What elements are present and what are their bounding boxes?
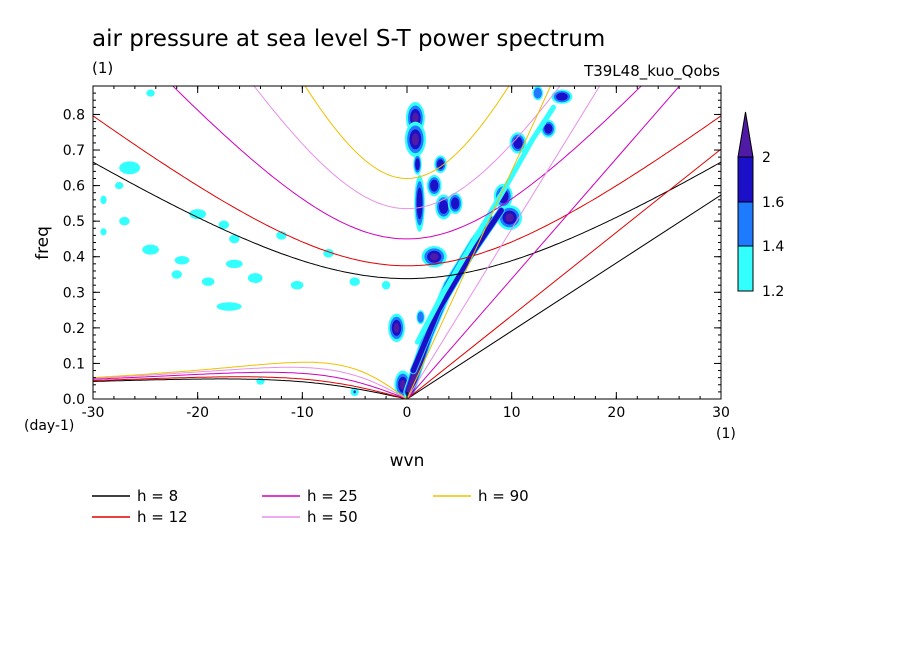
colorbar-band	[737, 156, 754, 203]
rossby-curve	[93, 376, 408, 399]
kelvin-curve	[406, 86, 681, 399]
contour-blob	[229, 234, 240, 244]
gravity-curve	[253, 86, 561, 210]
contour-blob	[438, 199, 449, 214]
legend: h = 8 h = 12 h = 25 h = 50 h = 90	[92, 487, 529, 526]
contour-blob	[189, 209, 207, 220]
contour-blob	[544, 123, 553, 134]
x-tick-label: 0	[403, 405, 412, 421]
contour-blob	[247, 273, 263, 284]
contour-blob	[119, 216, 130, 226]
gravity-curve	[93, 161, 721, 280]
contour-blob	[436, 159, 445, 170]
y-tick-label: 0.8	[63, 107, 85, 123]
rossby-curve	[93, 378, 408, 399]
legend-label: h = 90	[478, 487, 529, 505]
y-tick-label: 0.6	[63, 179, 85, 195]
contour-blob	[393, 323, 400, 333]
contour-blob	[142, 244, 159, 255]
contour-blob	[290, 280, 304, 290]
x-tick-label: -30	[82, 405, 105, 421]
contour-blob	[174, 256, 190, 265]
x-tick-label: 10	[503, 405, 521, 421]
contour-blob	[411, 133, 419, 146]
contour-blob	[216, 302, 242, 311]
gravity-curve	[172, 86, 642, 240]
y-tick-label: 0.7	[63, 143, 85, 159]
y-axis-label: freq	[33, 226, 53, 260]
x-tick-label: -10	[291, 405, 314, 421]
contour-blob	[429, 253, 439, 261]
contour-blob	[505, 213, 514, 222]
kelvin-curve	[406, 86, 552, 399]
colorbar-label: 1.2	[762, 284, 784, 300]
contour-blob	[412, 112, 419, 124]
contour-blob	[119, 161, 141, 175]
contour-blob	[353, 390, 356, 393]
y-tick-label: 0.4	[63, 250, 85, 266]
x-tick-label: -20	[186, 405, 209, 421]
contour-ridge	[410, 207, 504, 374]
rossby-curve	[93, 366, 408, 399]
kelvin-curve	[406, 86, 601, 399]
colorbar-arrow	[737, 111, 754, 158]
contour-blob	[399, 379, 406, 390]
colorbar-label: 1.6	[762, 195, 784, 211]
y-tick-label: 0.1	[63, 356, 85, 372]
contour-blob	[201, 277, 215, 286]
contour-blob	[430, 179, 439, 192]
legend-label: h = 12	[137, 508, 188, 526]
legend-label: h = 50	[307, 508, 358, 526]
contour-blob	[533, 87, 542, 99]
contour-blob	[381, 280, 391, 290]
unit-label: (1)	[92, 59, 113, 77]
dispersion-curves	[93, 86, 721, 399]
contour-blob	[556, 92, 568, 101]
kelvin-curve	[406, 194, 721, 399]
gravity-curve	[93, 115, 721, 267]
x-unit-label: (1)	[716, 426, 736, 442]
y-tick-label: 0.0	[63, 392, 85, 408]
contour-fills	[100, 86, 573, 399]
rossby-curve	[93, 371, 408, 399]
colorbar-label: 2	[762, 150, 771, 166]
dataset-label: T39L48_kuo_Qobs	[583, 62, 720, 81]
contour-blob	[218, 220, 230, 229]
contour-blob	[100, 228, 107, 236]
contour-blob	[451, 197, 460, 210]
contour-blob	[513, 136, 523, 149]
x-axis-label: wvn	[390, 451, 425, 471]
contour-blob	[416, 187, 423, 220]
colorbar-label: 1.4	[762, 239, 784, 255]
chart-title: air pressure at sea level S-T power spec…	[92, 26, 605, 52]
contour-blob	[146, 89, 155, 97]
x-tick-label: 30	[712, 405, 730, 421]
contour-blob	[417, 311, 424, 323]
contour-blob	[114, 182, 124, 190]
contour-blob	[349, 277, 360, 286]
contour-blob	[415, 158, 420, 171]
y-tick-label: 0.5	[63, 214, 85, 230]
axis-ticks: -30 -20 -10 0 10 20 30 0.0 0.1 0.2 0.3 0.4 0.5 0.6 0.7…	[63, 85, 730, 421]
gravity-curve	[304, 86, 510, 180]
legend-label: h = 25	[307, 487, 358, 505]
y-unit-label: (day-1)	[24, 418, 74, 434]
y-tick-label: 0.2	[63, 321, 85, 337]
x-tick-label: 20	[607, 405, 625, 421]
contour-blob	[171, 270, 182, 279]
contour-ridge	[414, 104, 557, 345]
colorbar-band	[737, 245, 754, 292]
contour-blob	[256, 377, 265, 385]
colorbar-band	[737, 201, 754, 247]
contour-blob	[225, 259, 243, 269]
legend-label: h = 8	[137, 487, 178, 505]
colorbar: 1.2 1.4 1.6 2	[737, 111, 784, 300]
contour-blob	[100, 195, 107, 205]
rossby-curve	[93, 361, 408, 399]
y-tick-label: 0.3	[63, 285, 85, 301]
kelvin-curve	[406, 148, 721, 399]
